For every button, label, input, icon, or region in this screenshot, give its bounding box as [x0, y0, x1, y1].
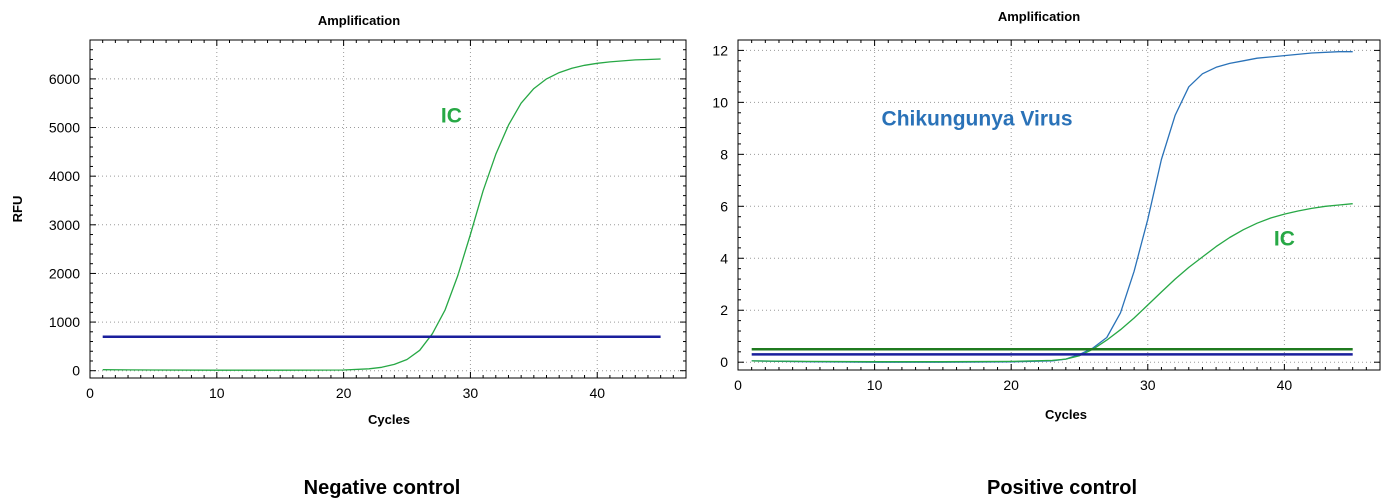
x-tick-label: 40 — [589, 385, 605, 401]
y-tick-label: 8 — [720, 146, 728, 162]
y-axis-label: RFU — [10, 196, 25, 223]
chart-title: Amplification — [998, 9, 1080, 24]
y-tick-label: 12 — [712, 42, 728, 58]
y-tick-label: 2000 — [49, 265, 80, 281]
plot-frame — [89, 39, 687, 379]
y-tick-label: 3000 — [49, 217, 80, 233]
y-tick-label: 2 — [720, 302, 728, 318]
x-tick-label: 40 — [1277, 377, 1293, 393]
x-tick-label: 0 — [734, 377, 742, 393]
series-line-chikungunya-virus — [751, 51, 1353, 363]
chart-title: Amplification — [318, 13, 400, 28]
x-tick-label: 10 — [209, 385, 225, 401]
plot-frame — [737, 39, 1381, 371]
y-tick-label: 10 — [712, 94, 728, 110]
x-tick-label: 30 — [463, 385, 479, 401]
x-axis-label: Cycles — [1045, 407, 1087, 422]
y-tick-label: 6 — [720, 198, 728, 214]
y-tick-label: 1000 — [49, 314, 80, 330]
x-axis-label: Cycles — [368, 412, 410, 427]
y-tick-label: 5000 — [49, 120, 80, 136]
positive-control-chart: Amplification Cycles 0 10 20 30 40 0 2 4 6 8 10 12 C… — [712, 9, 1381, 422]
y-tick-label: 0 — [720, 354, 728, 370]
x-tick-label: 20 — [336, 385, 352, 401]
x-tick-label: 10 — [867, 377, 883, 393]
y-tick-label: 4000 — [49, 168, 80, 184]
series-annotation: Chikungunya Virus — [882, 108, 1073, 131]
negative-control-caption: Negative control — [304, 477, 461, 499]
y-tick-label: 4 — [720, 250, 728, 266]
x-tick-label: 20 — [1003, 377, 1019, 393]
x-tick-label: 0 — [86, 385, 94, 401]
positive-control-caption: Positive control — [987, 477, 1137, 499]
series-annotation: IC — [441, 105, 462, 128]
series-line-ic — [751, 203, 1353, 363]
series-line-ic — [102, 58, 661, 371]
x-tick-label: 30 — [1140, 377, 1156, 393]
series-annotation: IC — [1274, 227, 1295, 250]
y-tick-label: 6000 — [49, 71, 80, 87]
negative-control-chart: Amplification Cycles RFU 0 10 20 30 40 0 1000 2… — [10, 13, 687, 427]
y-tick-label: 0 — [72, 363, 80, 379]
